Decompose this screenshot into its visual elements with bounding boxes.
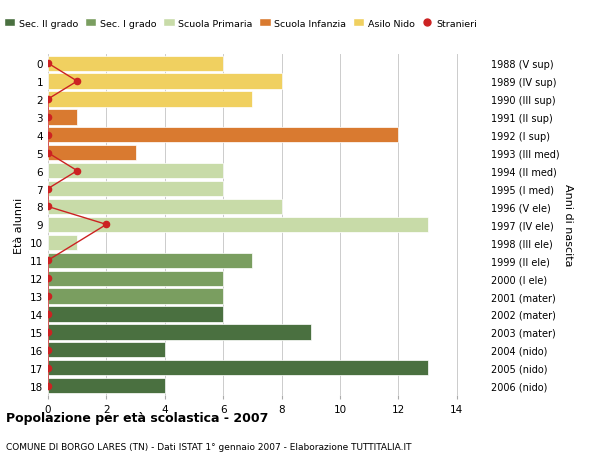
Point — [43, 132, 53, 139]
Bar — [48, 92, 253, 107]
Point — [43, 329, 53, 336]
Point — [73, 168, 82, 175]
Bar — [48, 271, 223, 286]
Legend: Sec. II grado, Sec. I grado, Scuola Primaria, Scuola Infanzia, Asilo Nido, Stran: Sec. II grado, Sec. I grado, Scuola Prim… — [0, 16, 481, 32]
Point — [43, 60, 53, 67]
Point — [43, 203, 53, 211]
Point — [43, 257, 53, 264]
Bar — [48, 253, 253, 268]
Point — [43, 364, 53, 372]
Bar — [48, 199, 281, 215]
Bar — [48, 56, 223, 72]
Point — [43, 382, 53, 390]
Bar — [48, 128, 398, 143]
Point — [43, 293, 53, 300]
Bar — [48, 342, 165, 358]
Bar — [48, 217, 428, 233]
Y-axis label: Età alunni: Età alunni — [14, 197, 25, 253]
Text: Popolazione per età scolastica - 2007: Popolazione per età scolastica - 2007 — [6, 412, 268, 425]
Text: COMUNE DI BORGO LARES (TN) - Dati ISTAT 1° gennaio 2007 - Elaborazione TUTTITALI: COMUNE DI BORGO LARES (TN) - Dati ISTAT … — [6, 442, 412, 451]
Point — [43, 185, 53, 193]
Bar — [48, 307, 223, 322]
Point — [43, 275, 53, 282]
Bar — [48, 378, 165, 393]
Point — [43, 311, 53, 318]
Point — [101, 221, 111, 229]
Point — [43, 96, 53, 103]
Point — [43, 150, 53, 157]
Point — [43, 347, 53, 354]
Bar — [48, 289, 223, 304]
Y-axis label: Anni di nascita: Anni di nascita — [563, 184, 574, 266]
Bar — [48, 74, 281, 90]
Point — [73, 78, 82, 85]
Bar — [48, 325, 311, 340]
Bar — [48, 360, 428, 375]
Bar — [48, 235, 77, 251]
Bar — [48, 182, 223, 197]
Bar — [48, 164, 223, 179]
Bar — [48, 110, 77, 125]
Bar — [48, 146, 136, 161]
Point — [43, 114, 53, 121]
